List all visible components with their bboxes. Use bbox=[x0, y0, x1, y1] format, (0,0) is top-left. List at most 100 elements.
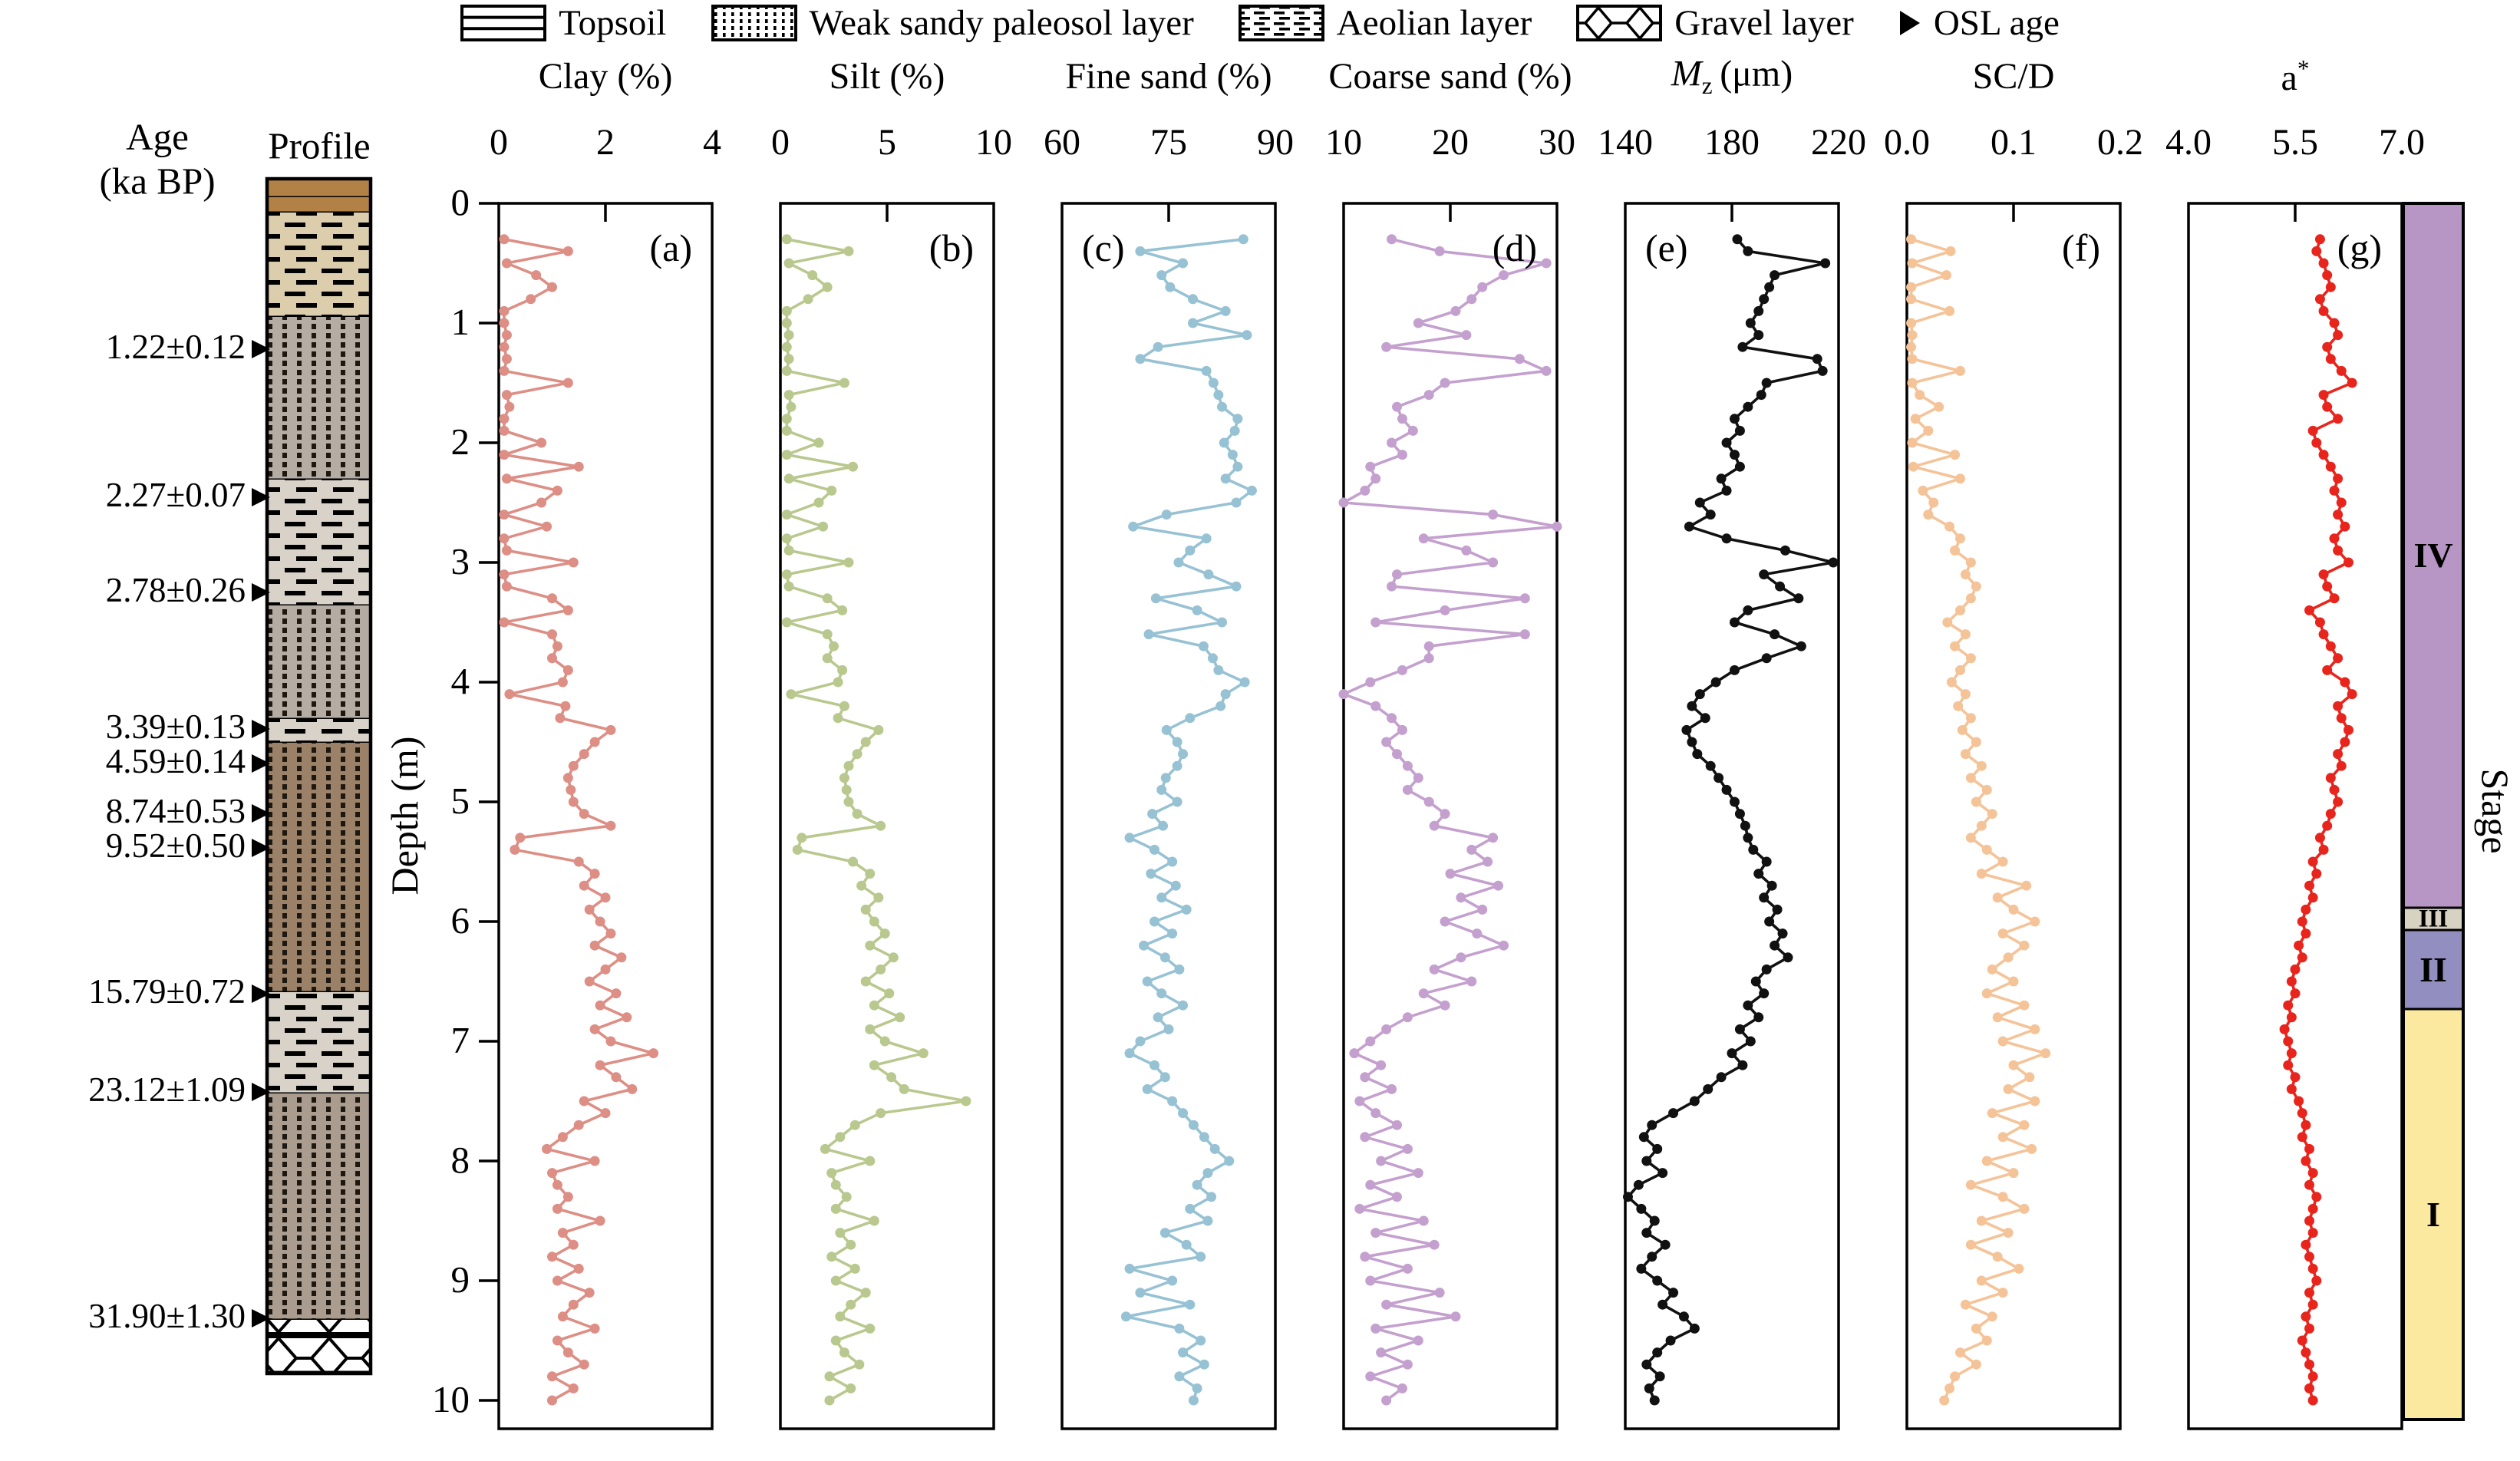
data-point bbox=[1955, 473, 1965, 484]
data-point bbox=[1960, 749, 1971, 760]
panel-coarse-sand bbox=[1338, 202, 1562, 1430]
data-point bbox=[843, 246, 854, 256]
data-point bbox=[2030, 1096, 2040, 1106]
data-point bbox=[2307, 1371, 2318, 1382]
data-point bbox=[627, 1083, 638, 1094]
data-point bbox=[2304, 880, 2315, 891]
data-point bbox=[1365, 1179, 1376, 1190]
data-point bbox=[499, 533, 510, 544]
data-point bbox=[1349, 1048, 1360, 1059]
data-point bbox=[1636, 1263, 1647, 1274]
data-point bbox=[1934, 401, 1944, 412]
data-point bbox=[600, 964, 611, 975]
data-point bbox=[2347, 378, 2357, 388]
data-point bbox=[1418, 988, 1429, 999]
data-point bbox=[1242, 330, 1252, 341]
data-point bbox=[1965, 1239, 1976, 1250]
data-point bbox=[499, 617, 510, 628]
data-point bbox=[841, 1192, 852, 1202]
data-point bbox=[1953, 701, 1964, 711]
data-point bbox=[2307, 1228, 2318, 1238]
data-point bbox=[2030, 916, 2040, 927]
data-point bbox=[2307, 892, 2318, 903]
data-point bbox=[1541, 258, 1552, 269]
data-point bbox=[783, 354, 794, 364]
series-line-clay bbox=[503, 238, 655, 1402]
data-point bbox=[1678, 1311, 1689, 1322]
data-point bbox=[1477, 282, 1488, 292]
panel-clay bbox=[497, 202, 714, 1430]
data-point bbox=[1955, 1347, 1965, 1358]
data-point bbox=[1729, 414, 1740, 424]
data-point bbox=[2008, 1060, 2019, 1070]
data-point bbox=[562, 1192, 573, 1202]
data-point bbox=[1198, 641, 1209, 651]
data-point bbox=[2344, 724, 2353, 735]
data-point bbox=[1161, 724, 1172, 735]
data-point bbox=[1147, 809, 1158, 820]
data-point bbox=[1199, 1359, 1209, 1370]
data-point bbox=[1721, 437, 1732, 448]
data-point bbox=[552, 1335, 562, 1346]
data-point bbox=[1965, 593, 1976, 604]
data-point bbox=[1793, 593, 1804, 604]
data-point bbox=[579, 749, 589, 760]
data-point bbox=[1759, 988, 1770, 999]
data-point bbox=[1376, 1156, 1387, 1166]
data-point bbox=[1185, 1203, 1196, 1214]
data-point bbox=[830, 1203, 841, 1214]
data-point bbox=[499, 365, 510, 376]
data-point bbox=[1981, 988, 1992, 999]
data-point bbox=[876, 820, 886, 831]
data-point bbox=[1665, 1335, 1676, 1346]
data-point bbox=[501, 330, 512, 341]
data-point bbox=[1167, 928, 1178, 939]
data-point bbox=[781, 425, 792, 436]
data-point bbox=[1987, 964, 1997, 975]
data-point bbox=[2318, 569, 2329, 580]
data-point bbox=[1206, 1192, 1217, 1202]
data-point bbox=[2336, 365, 2347, 376]
data-point bbox=[579, 1096, 589, 1106]
data-point bbox=[1413, 1168, 1423, 1179]
data-point bbox=[2333, 330, 2344, 341]
data-point bbox=[1660, 1239, 1671, 1250]
data-point bbox=[1636, 1203, 1647, 1214]
data-point bbox=[1705, 760, 1716, 771]
data-point bbox=[786, 401, 797, 412]
data-point bbox=[1950, 545, 1961, 556]
data-point bbox=[2314, 234, 2325, 245]
data-point bbox=[781, 234, 792, 245]
data-point bbox=[2008, 976, 2019, 987]
series-line-a-star bbox=[2283, 239, 2353, 1401]
osl-age-arrow-icon bbox=[252, 839, 270, 857]
data-point bbox=[2322, 665, 2333, 675]
data-point bbox=[1705, 510, 1716, 520]
data-point bbox=[826, 1252, 837, 1262]
data-point bbox=[584, 976, 595, 987]
data-point bbox=[1174, 1323, 1185, 1334]
data-point bbox=[1159, 1072, 1170, 1083]
data-point bbox=[1159, 1228, 1170, 1238]
data-point bbox=[2318, 305, 2329, 316]
data-point bbox=[1734, 461, 1745, 472]
data-point bbox=[781, 318, 792, 328]
data-point bbox=[2304, 1383, 2315, 1393]
data-point bbox=[781, 414, 792, 424]
data-point bbox=[1392, 1192, 1402, 1202]
data-point bbox=[860, 737, 871, 747]
data-point bbox=[1687, 701, 1697, 711]
data-point bbox=[860, 976, 871, 987]
data-point bbox=[1370, 701, 1381, 711]
data-point bbox=[865, 1024, 876, 1034]
data-point bbox=[1142, 976, 1153, 987]
data-point bbox=[1756, 390, 1766, 401]
data-point bbox=[1124, 833, 1135, 843]
panel-silt bbox=[779, 202, 995, 1430]
data-point bbox=[1681, 724, 1692, 735]
data-point bbox=[1992, 1252, 2003, 1262]
data-point bbox=[2279, 1024, 2290, 1034]
data-point bbox=[2301, 1156, 2311, 1166]
data-point bbox=[918, 1048, 929, 1059]
data-point bbox=[783, 581, 794, 592]
